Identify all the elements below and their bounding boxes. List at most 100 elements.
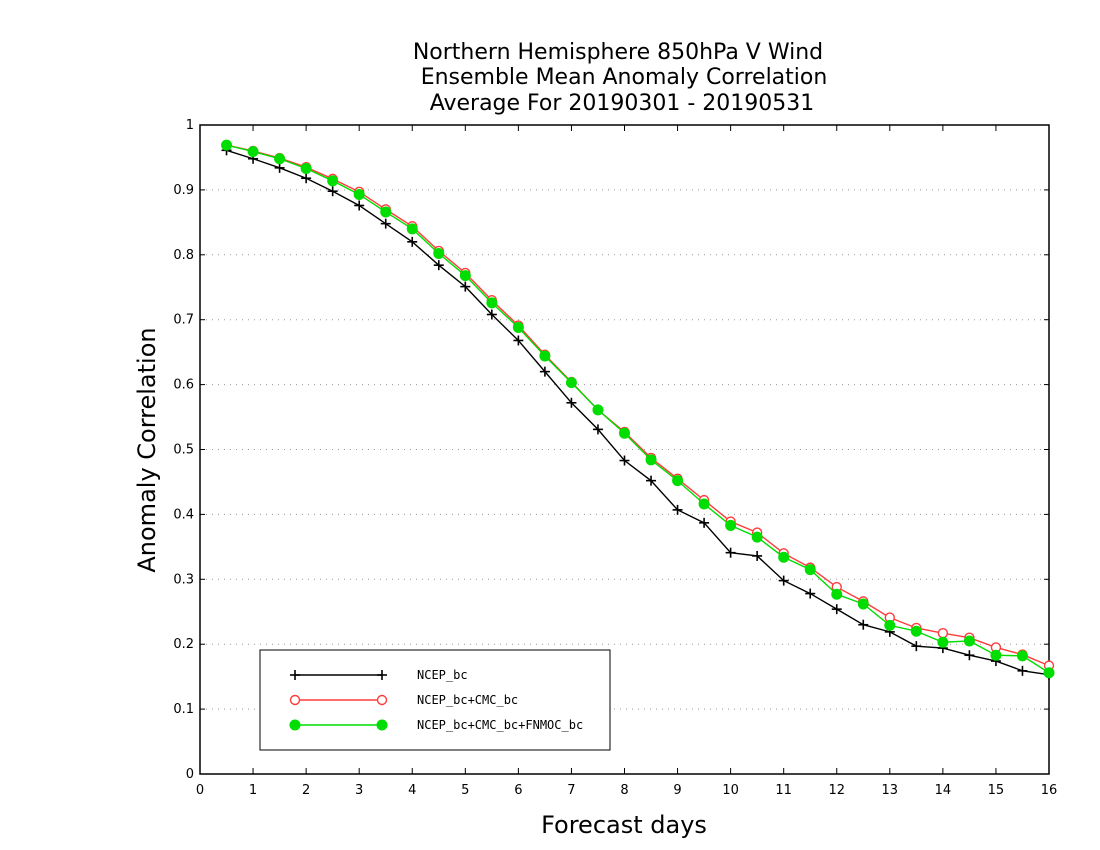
data-point bbox=[831, 588, 843, 600]
x-tick-label: 1 bbox=[249, 783, 257, 798]
x-tick-label: 12 bbox=[828, 783, 845, 798]
data-point bbox=[911, 641, 922, 652]
x-tick-label: 5 bbox=[461, 783, 469, 798]
data-point bbox=[990, 649, 1002, 661]
y-tick-label: 0.6 bbox=[173, 378, 194, 393]
legend-marker bbox=[289, 719, 301, 731]
legend-label: NCEP_bc+CMC_bc bbox=[417, 693, 518, 707]
data-point bbox=[221, 139, 233, 151]
x-tick-label: 13 bbox=[882, 783, 899, 798]
legend-label: NCEP_bc+CMC_bc+FNMOC_bc bbox=[417, 718, 583, 732]
series-line bbox=[226, 144, 1050, 667]
data-point bbox=[831, 604, 842, 615]
data-point bbox=[592, 424, 603, 435]
x-tick-label: 0 bbox=[196, 783, 204, 798]
y-tick-label: 0.5 bbox=[173, 443, 194, 458]
series-group bbox=[221, 139, 1055, 680]
x-tick-label: 14 bbox=[935, 783, 952, 798]
data-point bbox=[406, 223, 418, 235]
x-tick-label: 9 bbox=[673, 783, 681, 798]
data-point bbox=[910, 625, 922, 637]
legend-marker bbox=[289, 694, 301, 706]
data-point bbox=[512, 321, 524, 333]
data-point bbox=[672, 475, 684, 487]
data-point bbox=[778, 551, 790, 563]
data-point bbox=[619, 427, 630, 439]
data-point bbox=[752, 550, 763, 561]
series-1 bbox=[221, 145, 1054, 680]
legend-item: NCEP_bc+CMC_bc bbox=[289, 693, 518, 707]
x-tick-label: 4 bbox=[408, 783, 416, 798]
series-line bbox=[226, 149, 1050, 676]
data-point bbox=[460, 281, 471, 292]
data-point bbox=[804, 564, 816, 576]
data-point bbox=[380, 206, 392, 218]
y-tick-label: 0.1 bbox=[173, 702, 194, 717]
data-point bbox=[274, 153, 286, 165]
x-tick-label: 6 bbox=[514, 783, 522, 798]
data-point bbox=[539, 350, 551, 362]
y-tick-label: 0.3 bbox=[173, 572, 194, 587]
data-point bbox=[645, 454, 657, 466]
axis-ticks bbox=[199, 124, 1050, 775]
data-point bbox=[858, 619, 869, 630]
data-point bbox=[964, 650, 975, 661]
data-point bbox=[805, 588, 816, 599]
data-point bbox=[778, 575, 789, 586]
data-point bbox=[857, 598, 869, 610]
data-point bbox=[433, 260, 444, 271]
x-tick-label: 3 bbox=[355, 783, 363, 798]
legend-marker bbox=[376, 719, 388, 731]
data-point bbox=[354, 200, 365, 211]
data-point bbox=[1017, 665, 1028, 676]
data-point bbox=[725, 519, 737, 531]
y-tick-label: 0.4 bbox=[173, 507, 194, 522]
x-tick-label: 16 bbox=[1041, 783, 1058, 798]
data-point bbox=[963, 635, 975, 647]
x-tick-label: 10 bbox=[722, 783, 739, 798]
data-point bbox=[937, 636, 949, 648]
data-point bbox=[566, 397, 577, 408]
data-point bbox=[300, 162, 312, 174]
data-point bbox=[327, 186, 338, 197]
x-axis-title: Forecast days bbox=[541, 811, 707, 839]
data-point bbox=[513, 335, 524, 346]
x-tick-label: 15 bbox=[988, 783, 1005, 798]
data-point bbox=[459, 270, 471, 282]
data-point bbox=[592, 404, 604, 416]
chart-title-line-1: Northern Hemisphere 850hPa V Wind bbox=[413, 40, 823, 65]
data-point bbox=[725, 547, 736, 558]
y-tick-label: 1 bbox=[186, 118, 194, 133]
x-tick-label: 7 bbox=[567, 783, 575, 798]
data-point bbox=[380, 218, 391, 229]
x-tick-label: 11 bbox=[775, 783, 792, 798]
data-point bbox=[698, 498, 710, 510]
data-point bbox=[1043, 667, 1055, 679]
data-point bbox=[353, 188, 365, 200]
y-tick-label: 0 bbox=[186, 767, 194, 782]
data-point bbox=[433, 248, 445, 260]
data-point bbox=[646, 475, 657, 486]
legend: NCEP_bc NCEP_bc+CMC_bc NCEP_bc+CMC_bc+FNMO… bbox=[259, 649, 611, 751]
x-axis-tick-labels: 0 1 2 3 4 5 6 7 8 9 10 11 12 13 14 15 16 bbox=[196, 783, 1057, 798]
data-point bbox=[486, 309, 497, 320]
legend-item: NCEP_bc+CMC_bc+FNMOC_bc bbox=[289, 718, 583, 732]
y-axis-tick-labels: 0 0.1 0.2 0.3 0.4 0.5 0.6 0.7 0.8 0.9 1 bbox=[173, 118, 194, 782]
data-point bbox=[407, 236, 418, 247]
legend-marker bbox=[377, 670, 387, 680]
data-point bbox=[247, 146, 259, 158]
data-point bbox=[301, 173, 312, 184]
data-point bbox=[619, 455, 630, 466]
chart-title-line-3: Average For 20190301 - 20190531 bbox=[430, 91, 815, 116]
legend-marker bbox=[290, 670, 300, 680]
data-point bbox=[1016, 650, 1028, 662]
data-point bbox=[327, 175, 339, 187]
chart-title-line-2: Ensemble Mean Anomaly Correlation bbox=[421, 65, 828, 90]
legend-item: NCEP_bc bbox=[290, 668, 468, 682]
chart-title: Northern Hemisphere 850hPa V Wind Ensemb… bbox=[413, 40, 827, 116]
data-point bbox=[486, 297, 498, 309]
legend-label: NCEP_bc bbox=[417, 668, 468, 682]
data-point bbox=[937, 627, 949, 639]
data-point bbox=[565, 377, 577, 389]
